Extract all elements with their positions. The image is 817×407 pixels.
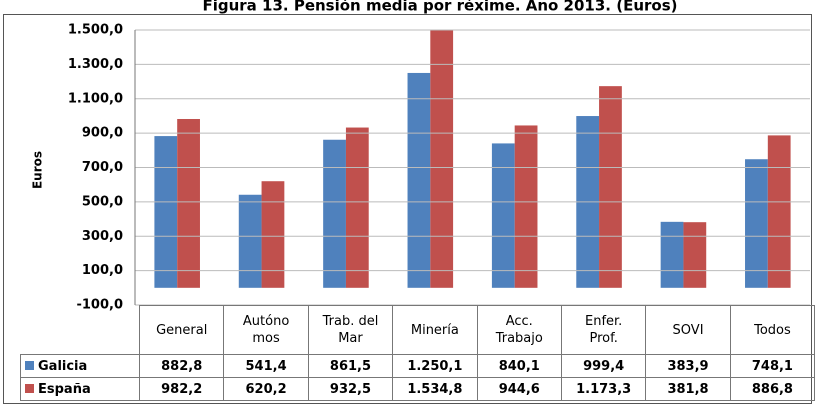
value-label: 886,8 [729,377,816,401]
bar [345,127,369,288]
blank-cell [20,305,140,355]
bar [491,143,515,288]
y-tick-label: 500,0 [82,194,123,209]
bar [407,72,431,288]
value-label: 383,9 [645,354,731,378]
value-label: 1.534,8 [392,377,478,401]
bar [323,139,346,288]
x-tick-label: Minería [392,305,478,355]
bar [599,86,622,288]
x-tick-label: Enfer. Prof. [560,305,647,355]
bar [514,125,538,288]
x-tick-label: General [138,305,225,355]
bar [177,118,200,288]
bars [154,30,791,288]
legend-item: España [20,377,140,401]
y-tick-label: 1.500,0 [68,23,123,38]
chart-frame [3,14,812,404]
value-label: 999,4 [560,354,647,378]
value-label: 620,2 [223,377,309,401]
bar [430,30,454,288]
y-tick-label: 900,0 [82,126,123,141]
chart-title: Figura 13. Pensión media por réxime. Ano… [202,0,677,15]
value-label: 748,1 [729,354,816,378]
value-label: 861,5 [307,354,394,378]
bar [238,194,262,288]
value-label: 541,4 [223,354,309,378]
value-label: 882,8 [138,354,225,378]
value-label: 840,1 [476,354,562,378]
x-tick-label: SOVI [645,305,731,355]
value-label: 944,6 [476,377,562,401]
value-label: 1.250,1 [392,354,478,378]
legend-item: Galicia [20,354,140,378]
y-tick-label: 700,0 [82,160,123,175]
value-label: 982,2 [138,377,225,401]
x-tick-label: Acc. Trabajo [476,305,562,355]
legend-swatch [25,383,34,393]
bar [660,221,684,288]
table-row: General Autóno mos Trab. del Mar Minería Acc… [20,305,816,355]
bar [745,159,768,288]
value-label: 932,5 [307,377,394,401]
legend-label: Galicia [38,358,88,374]
value-label: 1.173,3 [560,377,647,401]
x-tick-label: Trab. del Mar [307,305,394,355]
data-table: General Autóno mos Trab. del Mar Minería Acc… [20,305,816,401]
y-tick-label: 300,0 [82,229,123,244]
table-row: Galicia 882,8 541,4 861,5 1.250,1 840,1 999,4 3… [20,354,816,378]
bar [154,136,178,288]
bar [261,181,285,288]
y-axis-label: Euros [31,151,45,189]
x-tick-label: Autóno mos [223,305,309,355]
y-tick-label: 1.100,0 [68,91,123,106]
bar [767,135,791,288]
table-row: España 982,2 620,2 932,5 1.534,8 944,6 1.173,3… [20,377,816,401]
y-tick-label: 1.300,0 [68,57,123,72]
y-tick-label: 100,0 [82,263,123,278]
legend-swatch [25,360,34,370]
bar [683,222,707,288]
legend-label: España [38,381,91,397]
value-label: 381,8 [645,377,731,401]
x-tick-label: Todos [729,305,816,355]
